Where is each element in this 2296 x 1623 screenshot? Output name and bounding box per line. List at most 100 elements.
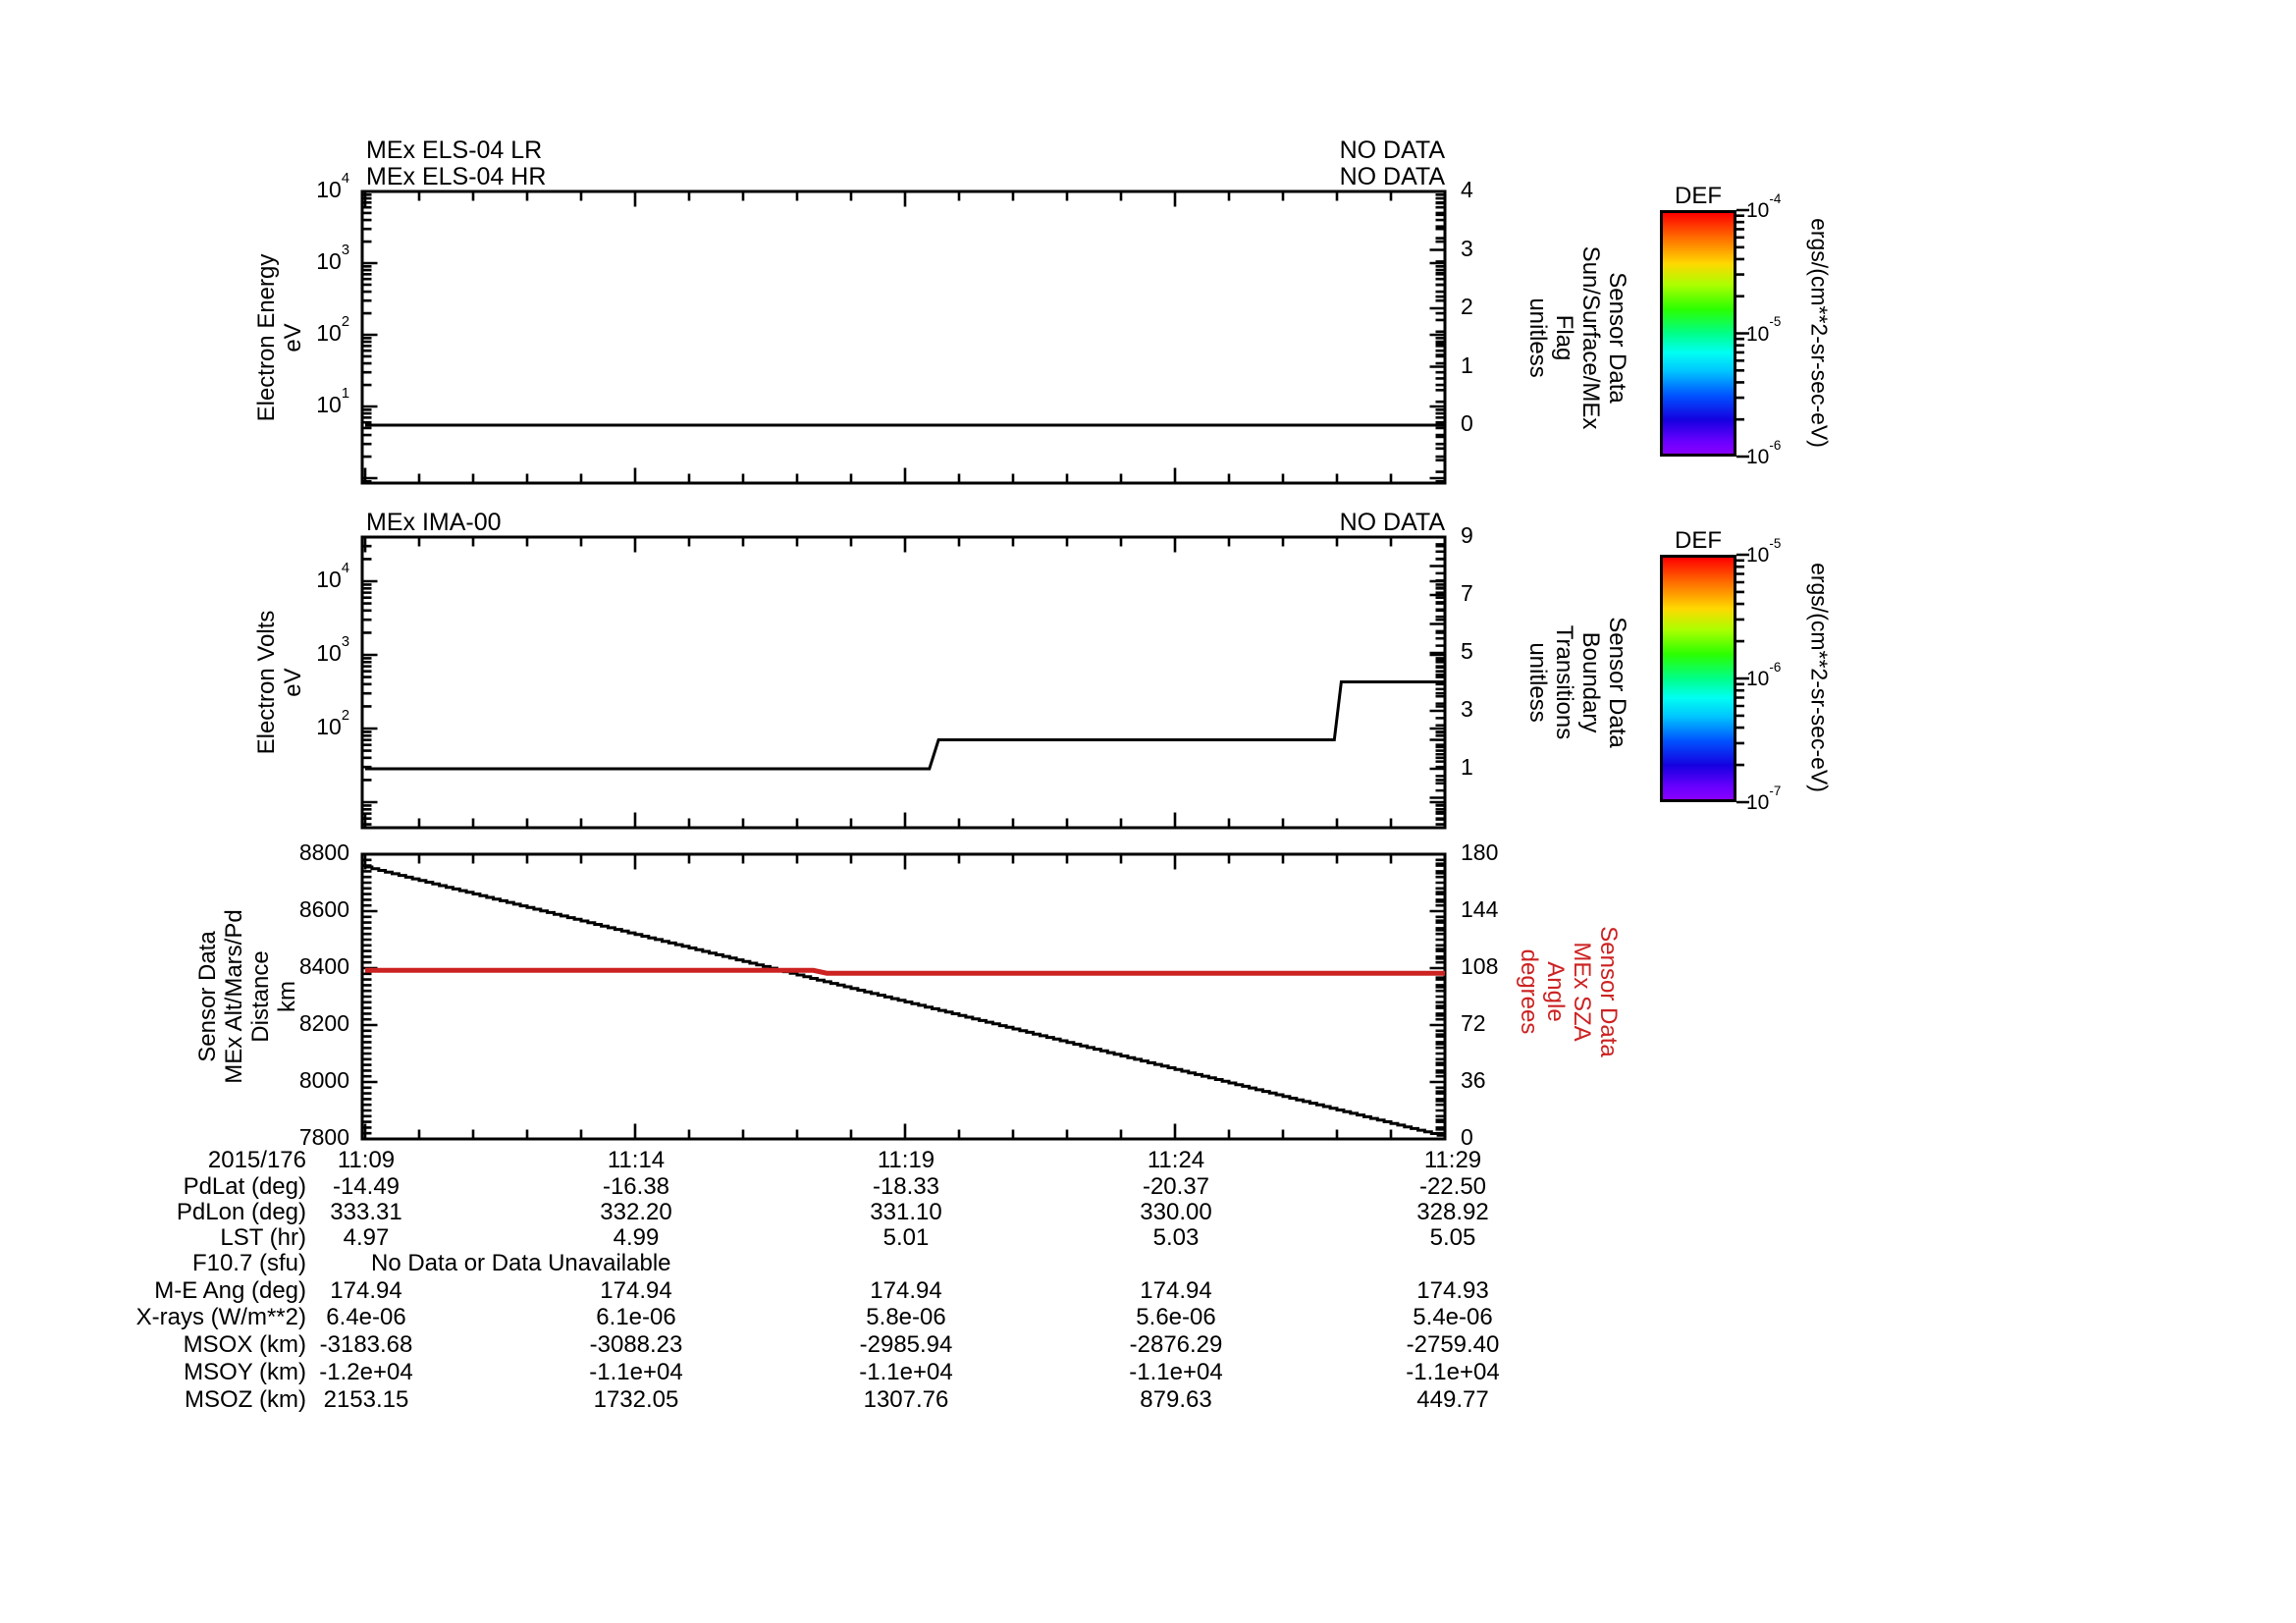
panel-ima-right-tick-label: 3 <box>1461 696 1473 722</box>
series-mex-sza-degrees <box>365 967 1445 976</box>
table-cell: 5.05 <box>1429 1224 1476 1251</box>
table-row-label: M-E Ang (deg) <box>154 1277 306 1304</box>
table-cell: -1.2e+04 <box>319 1359 413 1385</box>
panel1-title-line1: MEx ELS-04 LR <box>366 136 543 164</box>
table-cell: 331.10 <box>870 1199 942 1225</box>
table-cell: 1307.76 <box>863 1386 949 1413</box>
panel-ima-right-tick-label: 5 <box>1461 638 1473 664</box>
colorbar2-gradient <box>1660 555 1736 802</box>
panel2-right-axis-label: Sensor Data Boundary Transitions unitles… <box>1524 617 1630 748</box>
table-row-label: LST (hr) <box>220 1224 306 1251</box>
panel-ima-border <box>360 535 1447 830</box>
table-cell: 174.94 <box>1140 1277 1212 1304</box>
panel-els-right-tick-label: 2 <box>1461 294 1473 319</box>
time-axis-label: 11:29 <box>1423 1147 1482 1173</box>
table-cell: -20.37 <box>1142 1173 1210 1200</box>
colorbar1-scale-label: 10-6 <box>1746 437 1782 468</box>
table-cell: -3183.68 <box>319 1331 413 1358</box>
panel-ima-left-tick-label: 103 <box>316 633 349 666</box>
colorbar1-unit-label: ergs/(cm**2-sr-sec-eV) <box>1806 218 1833 448</box>
panel-els-right-tick-label: 0 <box>1461 410 1473 436</box>
table-cell: -3088.23 <box>589 1331 683 1358</box>
panel-ima-left-tick-label: 104 <box>316 560 349 592</box>
table-cell: -1.1e+04 <box>1406 1359 1500 1385</box>
table-cell: 1732.05 <box>593 1386 679 1413</box>
time-axis-label: 11:19 <box>877 1147 935 1173</box>
table-cell: -18.33 <box>872 1173 940 1200</box>
panel-alt-sza-left-tick-label: 8200 <box>298 1010 349 1036</box>
panel3-left-axis-label: Sensor Data MEx Alt/Mars/Pd Distance km <box>194 909 300 1084</box>
table-cell: 879.63 <box>1140 1386 1212 1413</box>
panel1-status-line1: NO DATA <box>1339 136 1445 164</box>
table-cell: 174.94 <box>600 1277 672 1304</box>
colorbar2-scale-label: 10-7 <box>1746 783 1782 814</box>
colorbar2-title: DEF <box>1675 527 1722 554</box>
panel-alt-sza-left-tick-label: 8400 <box>298 953 349 979</box>
panel-ima-left-tick-label: 102 <box>316 707 349 739</box>
panel-alt-sza-right-tick-label: 36 <box>1461 1066 1486 1093</box>
panel-els-right-tick-label: 3 <box>1461 235 1473 261</box>
table-cell: -16.38 <box>602 1173 670 1200</box>
panel1-right-axis-label: Sensor Data Sun/Surface/MEx Flag unitles… <box>1524 245 1630 430</box>
colorbar1-scale-label: 10-4 <box>1746 190 1782 222</box>
table-cell: 6.4e-06 <box>326 1304 406 1330</box>
panel-alt-sza-right-tick-label: 0 <box>1461 1123 1473 1150</box>
colorbar1-title: DEF <box>1675 183 1722 209</box>
series-boundary-transitions <box>365 680 1445 771</box>
table-cell: 330.00 <box>1140 1199 1212 1225</box>
colorbar2-scale-label: 10-6 <box>1746 659 1782 690</box>
panel-els-left-tick-label: 104 <box>316 170 349 202</box>
table-cell: -1.1e+04 <box>589 1359 683 1385</box>
table-cell: 4.99 <box>613 1224 660 1251</box>
table-cell: 6.1e-06 <box>596 1304 676 1330</box>
table-cell: 174.94 <box>330 1277 402 1304</box>
table-row-label: MSOZ (km) <box>185 1386 306 1413</box>
table-cell: 332.20 <box>600 1199 672 1225</box>
panel-alt-sza-right-tick-label: 108 <box>1461 952 1499 979</box>
table-cell: 2153.15 <box>323 1386 409 1413</box>
panel-els-left-tick-label: 101 <box>316 385 349 417</box>
panel-alt-sza-left-tick-label: 8600 <box>298 896 349 922</box>
panel3-right-axis-label: Sensor Data MEx SZA Angle degrees <box>1516 926 1622 1057</box>
panel-alt-sza-left-tick-label: 8800 <box>298 839 349 865</box>
time-axis-label: 11:24 <box>1147 1147 1205 1173</box>
panel-alt-sza-left-tick-label: 8000 <box>298 1067 349 1093</box>
panel-alt-sza-right-tick-label: 144 <box>1461 895 1499 922</box>
table-row-label: MSOX (km) <box>183 1331 306 1358</box>
table-cell: 5.03 <box>1152 1224 1200 1251</box>
panel-els-border <box>360 189 1447 485</box>
table-span-value: No Data or Data Unavailable <box>371 1250 671 1276</box>
panel-alt-sza-border <box>360 852 1447 1141</box>
table-row-label: 2015/176 <box>207 1147 306 1173</box>
table-cell: 5.4e-06 <box>1413 1304 1493 1330</box>
table-row-label: X-rays (W/m**2) <box>135 1304 306 1330</box>
table-cell: 5.6e-06 <box>1136 1304 1216 1330</box>
panel-alt-sza-left-tick-label: 7800 <box>298 1124 349 1150</box>
table-cell: -22.50 <box>1418 1173 1487 1200</box>
panel-ima-right-tick-label: 1 <box>1461 754 1473 780</box>
panel-alt-sza-right-tick-label: 72 <box>1461 1009 1486 1036</box>
table-cell: 328.92 <box>1416 1199 1489 1225</box>
table-row-label: F10.7 (sfu) <box>191 1250 306 1276</box>
table-cell: -2985.94 <box>859 1331 953 1358</box>
table-cell: 449.77 <box>1416 1386 1489 1413</box>
table-cell: -1.1e+04 <box>1129 1359 1223 1385</box>
table-cell: -2759.40 <box>1406 1331 1500 1358</box>
panel-alt-sza-right-tick-label: 180 <box>1461 839 1499 865</box>
panel-els-right-tick-label: 1 <box>1461 352 1473 378</box>
panel1-title-line2: MEx ELS-04 HR <box>366 163 547 190</box>
table-cell: -1.1e+04 <box>859 1359 953 1385</box>
table-cell: 5.01 <box>882 1224 930 1251</box>
colorbar1-gradient <box>1660 210 1736 457</box>
panel-ima-right-tick-label: 9 <box>1461 522 1473 548</box>
panel2-status: NO DATA <box>1339 509 1445 536</box>
time-axis-label: 11:14 <box>607 1147 666 1173</box>
colorbar1-scale-label: 10-5 <box>1746 314 1782 346</box>
table-cell: -14.49 <box>332 1173 400 1200</box>
panel1-status-line2: NO DATA <box>1339 163 1445 190</box>
time-axis-label: 11:09 <box>337 1147 396 1173</box>
panel-els-left-tick-label: 103 <box>316 242 349 274</box>
panel-els-left-tick-label: 102 <box>316 313 349 346</box>
